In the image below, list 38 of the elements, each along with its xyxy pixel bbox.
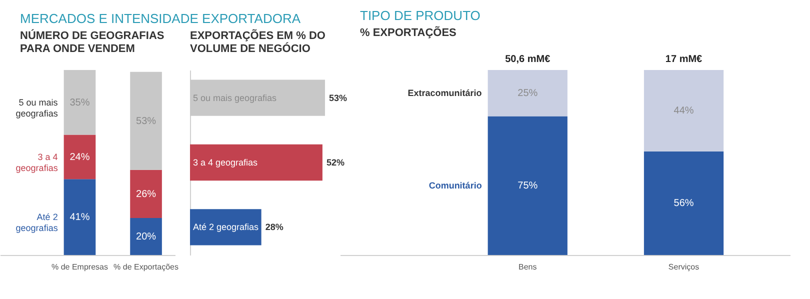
chart-title: EXPORTAÇÕES EM % DO VOLUME DE NEGÓCIO: [190, 29, 326, 55]
y-tick-label: 3 a 4 geografias: [193, 158, 258, 168]
data-label: 41%: [70, 212, 90, 224]
data-label: 53%: [329, 92, 348, 103]
data-label: 35%: [70, 97, 90, 108]
bar: [130, 218, 162, 255]
data-label: 28%: [265, 222, 284, 232]
bar: [130, 72, 162, 170]
bar: [64, 134, 96, 180]
data-label: 53%: [136, 116, 156, 127]
chart-subtitle: % EXPORTAÇÕES: [360, 26, 456, 39]
data-label: 26%: [136, 188, 156, 200]
series-label: Até 2 geografias: [16, 212, 58, 234]
data-label: 20%: [136, 232, 156, 242]
bar: [64, 179, 96, 255]
data-label: 56%: [674, 198, 694, 210]
x-tick-label: % de Empresas: [51, 262, 108, 272]
data-label: 44%: [674, 106, 694, 117]
annotation: 50,6 mM€: [505, 54, 551, 65]
bar: [64, 70, 96, 135]
series-label: 3 a 4 geografias: [16, 152, 58, 173]
data-label: 24%: [70, 152, 90, 163]
series-label: Comunitário: [428, 180, 482, 191]
series-label: Extracomunitário: [408, 88, 482, 98]
bar: [130, 170, 162, 218]
data-label: 75%: [518, 180, 538, 192]
x-tick-label: Serviços: [668, 262, 700, 272]
series-label: 5 ou mais geografias: [16, 97, 58, 118]
y-tick-label: Até 2 geografias: [193, 222, 260, 232]
data-label: 52%: [326, 158, 344, 168]
chart-subtitle: NÚMERO DE GEOGRAFIAS PARA ONDE VENDEM: [20, 29, 164, 55]
y-tick-label: 5 ou mais geografias: [193, 92, 278, 103]
chart-title: TIPO DE PRODUTO: [360, 8, 480, 23]
x-tick-label: Bens: [518, 262, 537, 272]
chart-title: MERCADOS E INTENSIDADE EXPORTADORA: [20, 11, 301, 26]
data-label: 25%: [518, 88, 538, 100]
annotation: 17 mM€: [665, 54, 703, 65]
x-tick-label: % de Exportações: [114, 262, 178, 272]
